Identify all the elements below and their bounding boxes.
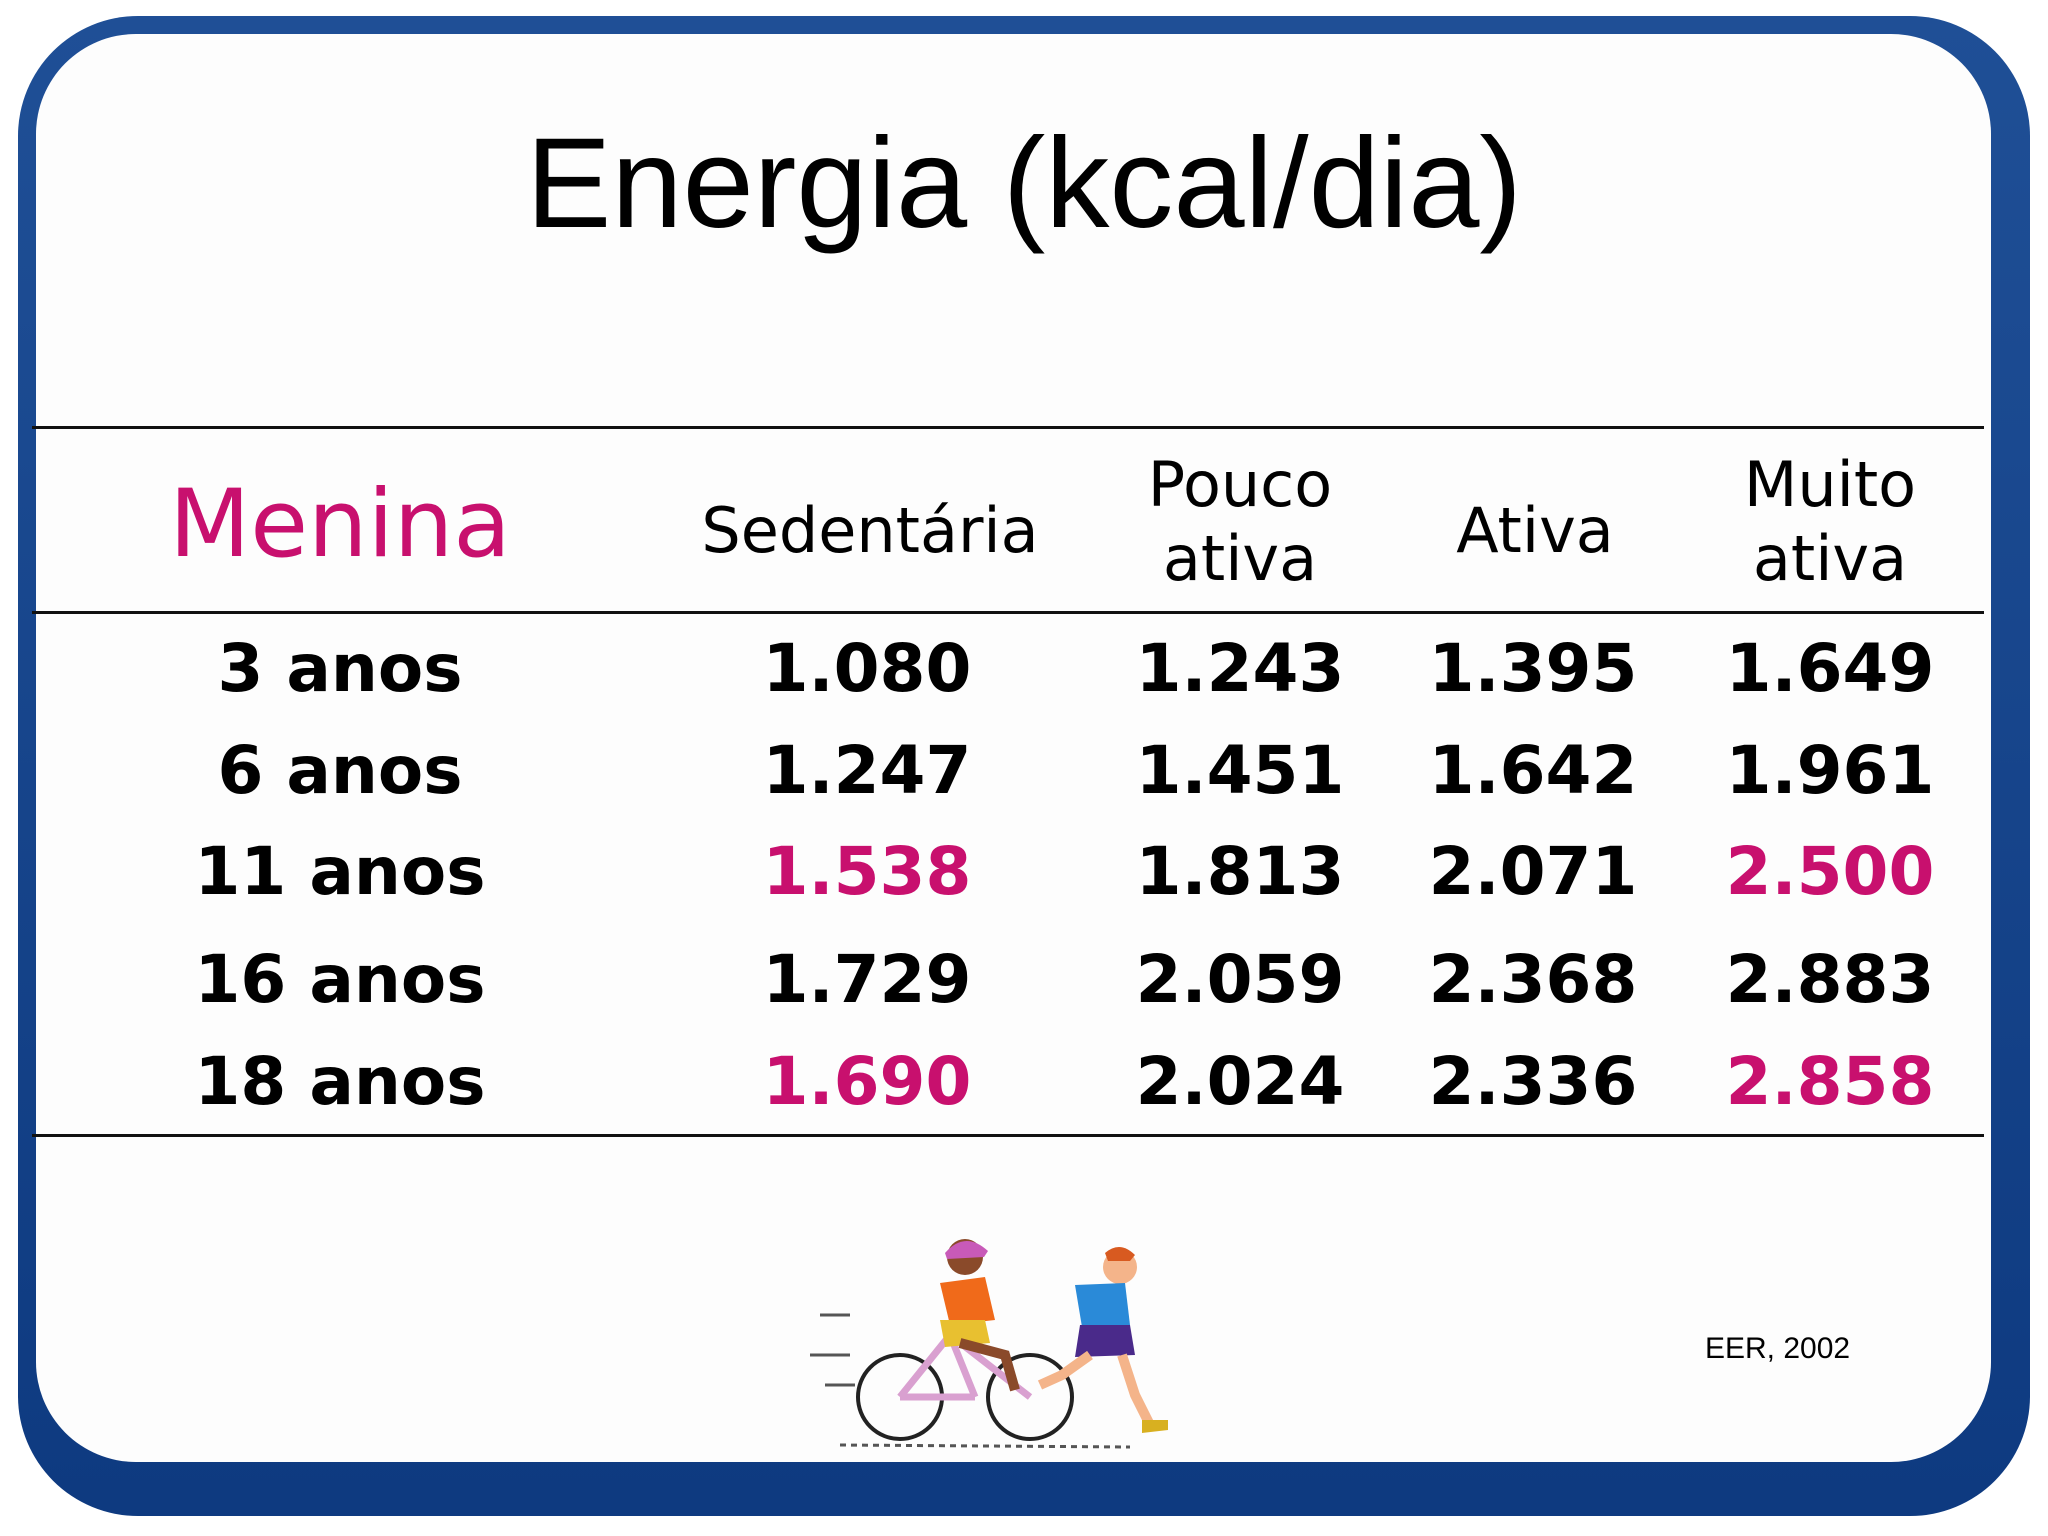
table-cell: 1.451 xyxy=(1135,732,1345,809)
table-cell: 1.395 xyxy=(1428,630,1638,707)
table-cell: 1.961 xyxy=(1725,732,1935,809)
table-cell: 2.368 xyxy=(1428,941,1638,1018)
table-cell: 1.538 xyxy=(762,833,972,910)
table-cell: 2.024 xyxy=(1135,1043,1345,1120)
table-cell: 2.071 xyxy=(1428,833,1638,910)
slide-title: Energia (kcal/dia) xyxy=(526,112,1522,255)
table-cell: 1.729 xyxy=(762,941,972,1018)
column-header-ativa: Ativa xyxy=(1456,494,1614,567)
slide-panel xyxy=(36,34,1991,1462)
table-cell: 2.059 xyxy=(1135,941,1345,1018)
row-label: 16 anos xyxy=(194,941,486,1018)
table-bottom-rule xyxy=(32,1134,1984,1137)
bicycle-runner-illustration xyxy=(810,1239,1168,1449)
table-cell: 1.642 xyxy=(1428,732,1638,809)
table-cell: 2.500 xyxy=(1725,833,1935,910)
column-header-pouco-ativa: Pouco ativa xyxy=(1100,448,1380,597)
table-cell: 1.247 xyxy=(762,732,972,809)
table-cell: 1.690 xyxy=(762,1043,972,1120)
row-label: 3 anos xyxy=(217,630,463,707)
row-label: 6 anos xyxy=(217,732,463,809)
row-label: 18 anos xyxy=(194,1043,486,1120)
table-cell: 1.243 xyxy=(1135,630,1345,707)
table-header-rule xyxy=(32,611,1984,614)
motion-lines xyxy=(810,1313,1131,1449)
table-cell: 1.813 xyxy=(1135,833,1345,910)
table-cell: 2.858 xyxy=(1725,1043,1935,1120)
row-header-menina: Menina xyxy=(169,470,511,579)
column-header-muito-ativa: Muito ativa xyxy=(1700,448,1960,597)
table-cell: 2.883 xyxy=(1725,941,1935,1018)
source-citation: EER, 2002 xyxy=(1705,1332,1851,1365)
row-label: 11 anos xyxy=(194,833,486,910)
table-top-rule xyxy=(32,426,1984,429)
bicycle-icon xyxy=(856,1332,1074,1441)
running-boy-icon xyxy=(1037,1246,1168,1433)
column-header-sedentaria: Sedentária xyxy=(701,494,1039,567)
column-header-muito-ativa-text: Muito ativa xyxy=(1743,448,1917,596)
table-cell: 2.336 xyxy=(1428,1043,1638,1120)
table-cell: 1.649 xyxy=(1725,630,1935,707)
table-cell: 1.080 xyxy=(762,630,972,707)
column-header-pouco-ativa-text: Pouco ativa xyxy=(1147,448,1333,596)
cyclist-girl-icon xyxy=(940,1239,1020,1392)
